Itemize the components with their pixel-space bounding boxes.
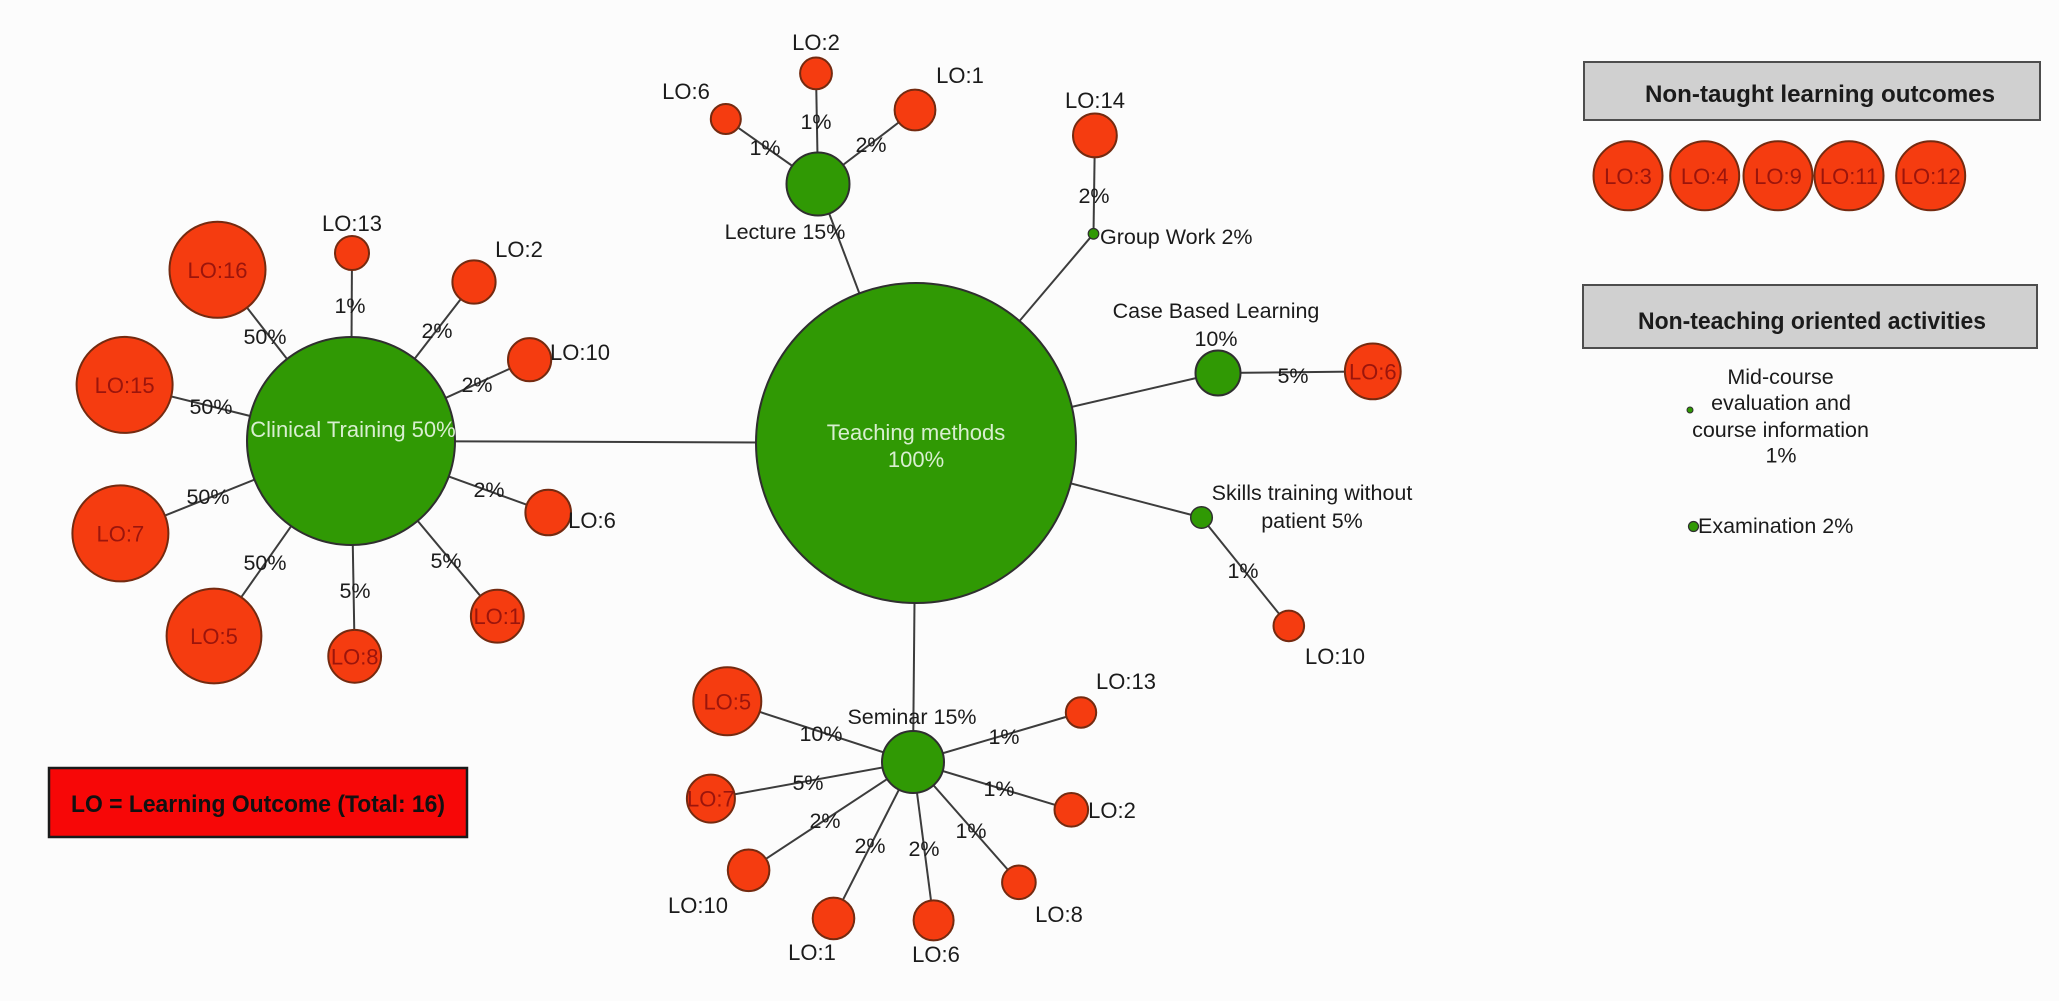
svg-text:2%: 2% xyxy=(421,319,452,343)
svg-text:10%: 10% xyxy=(1194,327,1237,351)
svg-text:LO:2: LO:2 xyxy=(792,30,840,55)
svg-text:Clinical Training 50%: Clinical Training 50% xyxy=(250,417,455,442)
svg-text:LO:12: LO:12 xyxy=(1901,164,1961,189)
svg-text:2%: 2% xyxy=(473,478,504,502)
svg-text:LO:16: LO:16 xyxy=(188,258,248,283)
svg-text:Teaching methods: Teaching methods xyxy=(827,420,1006,445)
svg-text:LO:13: LO:13 xyxy=(322,211,382,236)
svg-text:1%: 1% xyxy=(1765,444,1796,468)
svg-text:LO:10: LO:10 xyxy=(668,893,728,918)
svg-text:1%: 1% xyxy=(983,777,1014,801)
svg-text:LO:13: LO:13 xyxy=(1096,669,1156,694)
svg-text:LO:7: LO:7 xyxy=(687,787,735,812)
svg-text:50%: 50% xyxy=(186,485,229,509)
svg-text:LO:2: LO:2 xyxy=(495,237,543,262)
svg-text:Skills training without: Skills training without xyxy=(1212,481,1413,505)
svg-text:Group Work 2%: Group Work 2% xyxy=(1100,225,1253,249)
svg-text:50%: 50% xyxy=(243,325,286,349)
svg-text:LO = Learning Outcome (Total:: LO = Learning Outcome (Total: 16) xyxy=(71,791,445,818)
svg-text:2%: 2% xyxy=(461,373,492,397)
svg-text:evaluation and: evaluation and xyxy=(1711,391,1851,415)
svg-text:1%: 1% xyxy=(749,136,780,160)
svg-text:1%: 1% xyxy=(988,725,1019,749)
svg-text:LO:11: LO:11 xyxy=(1820,164,1878,189)
svg-text:LO:6: LO:6 xyxy=(568,508,616,533)
svg-text:10%: 10% xyxy=(799,722,842,746)
svg-text:1%: 1% xyxy=(334,294,365,318)
svg-text:Mid-course: Mid-course xyxy=(1727,365,1833,389)
svg-text:50%: 50% xyxy=(189,395,232,419)
svg-text:1%: 1% xyxy=(955,819,986,843)
svg-text:5%: 5% xyxy=(1277,364,1308,388)
svg-text:LO:5: LO:5 xyxy=(703,689,751,714)
svg-text:100%: 100% xyxy=(888,447,944,472)
svg-text:Non-taught learning outcomes: Non-taught learning outcomes xyxy=(1645,81,1995,108)
svg-text:2%: 2% xyxy=(855,133,886,157)
svg-text:5%: 5% xyxy=(792,771,823,795)
svg-text:Case Based Learning: Case Based Learning xyxy=(1113,299,1320,323)
svg-text:LO:6: LO:6 xyxy=(1349,359,1397,384)
svg-text:LO:1: LO:1 xyxy=(788,940,836,965)
svg-text:LO:1: LO:1 xyxy=(473,604,521,629)
svg-text:5%: 5% xyxy=(430,549,461,573)
svg-text:LO:4: LO:4 xyxy=(1681,164,1729,189)
svg-text:2%: 2% xyxy=(854,834,885,858)
svg-text:LO:5: LO:5 xyxy=(190,624,238,649)
svg-text:LO:1: LO:1 xyxy=(936,63,984,88)
svg-text:2%: 2% xyxy=(809,809,840,833)
svg-text:LO:15: LO:15 xyxy=(95,373,155,398)
svg-text:Lecture 15%: Lecture 15% xyxy=(725,220,846,244)
svg-text:2%: 2% xyxy=(908,837,939,861)
svg-text:LO:8: LO:8 xyxy=(331,644,379,669)
svg-text:patient 5%: patient 5% xyxy=(1261,509,1363,533)
svg-text:5%: 5% xyxy=(339,579,370,603)
svg-text:LO:10: LO:10 xyxy=(550,340,610,365)
svg-text:LO:14: LO:14 xyxy=(1065,88,1125,113)
svg-text:LO:8: LO:8 xyxy=(1035,902,1083,927)
svg-text:1%: 1% xyxy=(800,110,831,134)
svg-text:course information: course information xyxy=(1692,418,1869,442)
svg-text:LO:2: LO:2 xyxy=(1088,798,1136,823)
svg-text:50%: 50% xyxy=(243,551,286,575)
svg-text:LO:6: LO:6 xyxy=(912,942,960,967)
svg-text:1%: 1% xyxy=(1227,559,1258,583)
svg-text:LO:6: LO:6 xyxy=(662,79,710,104)
svg-text:LO:9: LO:9 xyxy=(1754,164,1802,189)
svg-text:2%: 2% xyxy=(1078,184,1109,208)
svg-text:Seminar 15%: Seminar 15% xyxy=(847,705,976,729)
svg-text:Examination 2%: Examination 2% xyxy=(1698,514,1853,538)
svg-text:LO:10: LO:10 xyxy=(1305,644,1365,669)
svg-text:LO:3: LO:3 xyxy=(1604,164,1652,189)
svg-text:LO:7: LO:7 xyxy=(97,521,145,546)
svg-text:Non-teaching oriented activiti: Non-teaching oriented activities xyxy=(1638,308,1986,335)
